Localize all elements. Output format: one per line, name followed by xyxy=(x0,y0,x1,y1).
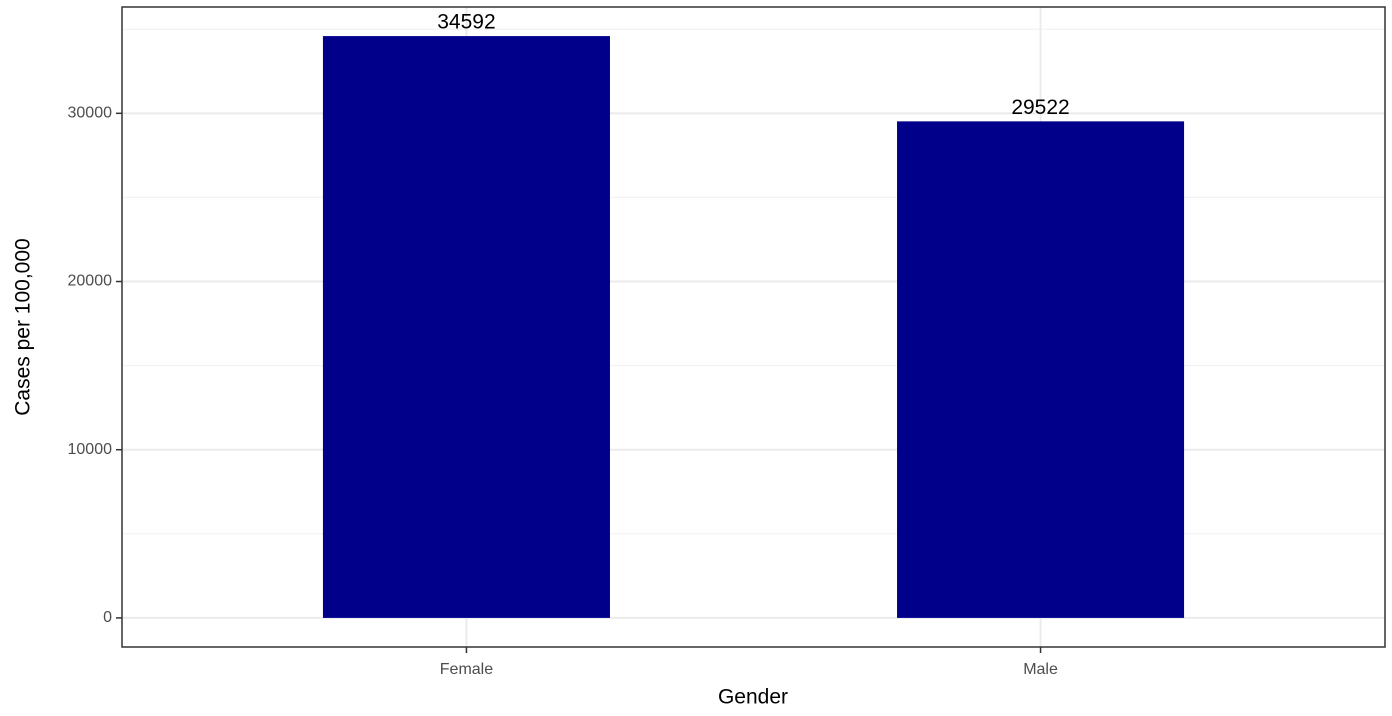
value-label: 29522 xyxy=(1011,96,1069,119)
x-axis-title: Gender xyxy=(718,686,788,709)
y-axis-title: Cases per 100,000 xyxy=(12,238,35,415)
x-tick-label: Female xyxy=(440,661,493,678)
y-tick-label: 30000 xyxy=(68,105,113,122)
panel-border xyxy=(121,6,1386,648)
bar xyxy=(897,121,1185,618)
y-tick-label: 0 xyxy=(103,609,112,626)
x-tick-label: Male xyxy=(1023,661,1058,678)
y-tick-label: 20000 xyxy=(68,273,113,290)
bar xyxy=(322,36,610,618)
y-tick-label: 10000 xyxy=(68,441,113,458)
value-label: 34592 xyxy=(437,11,495,34)
